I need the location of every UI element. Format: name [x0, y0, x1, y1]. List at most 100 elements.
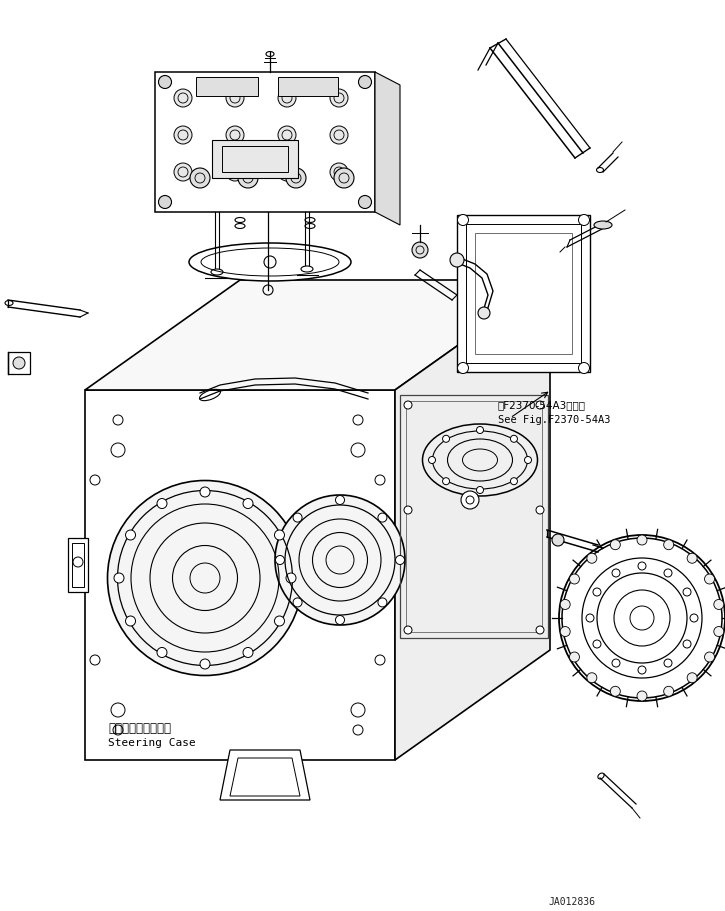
- Circle shape: [351, 443, 365, 457]
- Circle shape: [404, 506, 412, 514]
- Circle shape: [457, 214, 468, 226]
- Polygon shape: [212, 140, 298, 178]
- Circle shape: [524, 456, 531, 464]
- Circle shape: [226, 163, 244, 181]
- Circle shape: [714, 599, 724, 609]
- Circle shape: [664, 659, 672, 667]
- Circle shape: [396, 556, 405, 565]
- Circle shape: [612, 569, 620, 577]
- Circle shape: [637, 535, 647, 545]
- Circle shape: [593, 640, 601, 648]
- Polygon shape: [375, 72, 400, 225]
- Circle shape: [375, 475, 385, 485]
- Circle shape: [238, 168, 258, 188]
- Polygon shape: [68, 538, 88, 592]
- Circle shape: [536, 506, 544, 514]
- Circle shape: [276, 556, 284, 565]
- Circle shape: [442, 435, 450, 442]
- Circle shape: [569, 652, 579, 662]
- Circle shape: [243, 498, 253, 508]
- Circle shape: [286, 168, 306, 188]
- Circle shape: [264, 256, 276, 268]
- Circle shape: [450, 253, 464, 267]
- Circle shape: [610, 686, 621, 696]
- Circle shape: [683, 588, 691, 596]
- Circle shape: [404, 401, 412, 409]
- Polygon shape: [220, 750, 310, 800]
- Circle shape: [536, 626, 544, 634]
- Circle shape: [90, 655, 100, 665]
- Circle shape: [159, 76, 172, 88]
- Circle shape: [552, 534, 564, 546]
- Text: See Fig.F2370-54A3: See Fig.F2370-54A3: [498, 415, 610, 425]
- Circle shape: [587, 672, 597, 682]
- Circle shape: [687, 672, 697, 682]
- Circle shape: [378, 513, 387, 522]
- Ellipse shape: [423, 424, 537, 496]
- Circle shape: [113, 415, 123, 425]
- Circle shape: [114, 573, 124, 583]
- Circle shape: [587, 553, 597, 563]
- Circle shape: [705, 574, 715, 584]
- Circle shape: [113, 725, 123, 735]
- Circle shape: [476, 486, 484, 494]
- Circle shape: [159, 196, 172, 209]
- Circle shape: [286, 573, 296, 583]
- Circle shape: [351, 703, 365, 717]
- Circle shape: [569, 574, 579, 584]
- Ellipse shape: [189, 243, 351, 281]
- Circle shape: [663, 686, 674, 696]
- Circle shape: [13, 357, 25, 369]
- Circle shape: [705, 652, 715, 662]
- Polygon shape: [85, 390, 395, 760]
- Circle shape: [476, 426, 484, 434]
- Circle shape: [275, 616, 284, 626]
- Circle shape: [353, 725, 363, 735]
- Circle shape: [593, 588, 601, 596]
- Circle shape: [243, 648, 253, 658]
- Circle shape: [278, 163, 296, 181]
- Circle shape: [330, 126, 348, 144]
- Polygon shape: [85, 280, 550, 390]
- Polygon shape: [395, 280, 550, 760]
- Ellipse shape: [594, 221, 612, 229]
- Circle shape: [579, 214, 589, 226]
- Circle shape: [560, 599, 570, 609]
- Circle shape: [330, 163, 348, 181]
- Circle shape: [111, 443, 125, 457]
- Circle shape: [510, 435, 518, 442]
- Polygon shape: [457, 215, 590, 372]
- Circle shape: [690, 614, 698, 622]
- Circle shape: [157, 648, 167, 658]
- Circle shape: [200, 487, 210, 497]
- Text: JA012836: JA012836: [548, 897, 595, 907]
- Circle shape: [412, 242, 428, 258]
- Circle shape: [610, 539, 621, 549]
- Polygon shape: [155, 72, 375, 212]
- Circle shape: [226, 126, 244, 144]
- Circle shape: [714, 627, 724, 637]
- Circle shape: [378, 598, 387, 607]
- Circle shape: [559, 535, 725, 701]
- Circle shape: [457, 363, 468, 374]
- Circle shape: [174, 126, 192, 144]
- Circle shape: [200, 659, 210, 669]
- Circle shape: [683, 640, 691, 648]
- Circle shape: [638, 666, 646, 674]
- Circle shape: [293, 598, 302, 607]
- Circle shape: [174, 163, 192, 181]
- Circle shape: [358, 196, 371, 209]
- Circle shape: [536, 401, 544, 409]
- Text: 第F2370-54A3図参照: 第F2370-54A3図参照: [498, 400, 586, 410]
- Circle shape: [579, 363, 589, 374]
- Circle shape: [330, 89, 348, 107]
- Circle shape: [111, 703, 125, 717]
- Text: Steering Case: Steering Case: [108, 738, 196, 748]
- Circle shape: [478, 307, 490, 319]
- Circle shape: [278, 89, 296, 107]
- Circle shape: [612, 659, 620, 667]
- Circle shape: [510, 477, 518, 485]
- Circle shape: [278, 126, 296, 144]
- Circle shape: [190, 168, 210, 188]
- Circle shape: [336, 616, 344, 625]
